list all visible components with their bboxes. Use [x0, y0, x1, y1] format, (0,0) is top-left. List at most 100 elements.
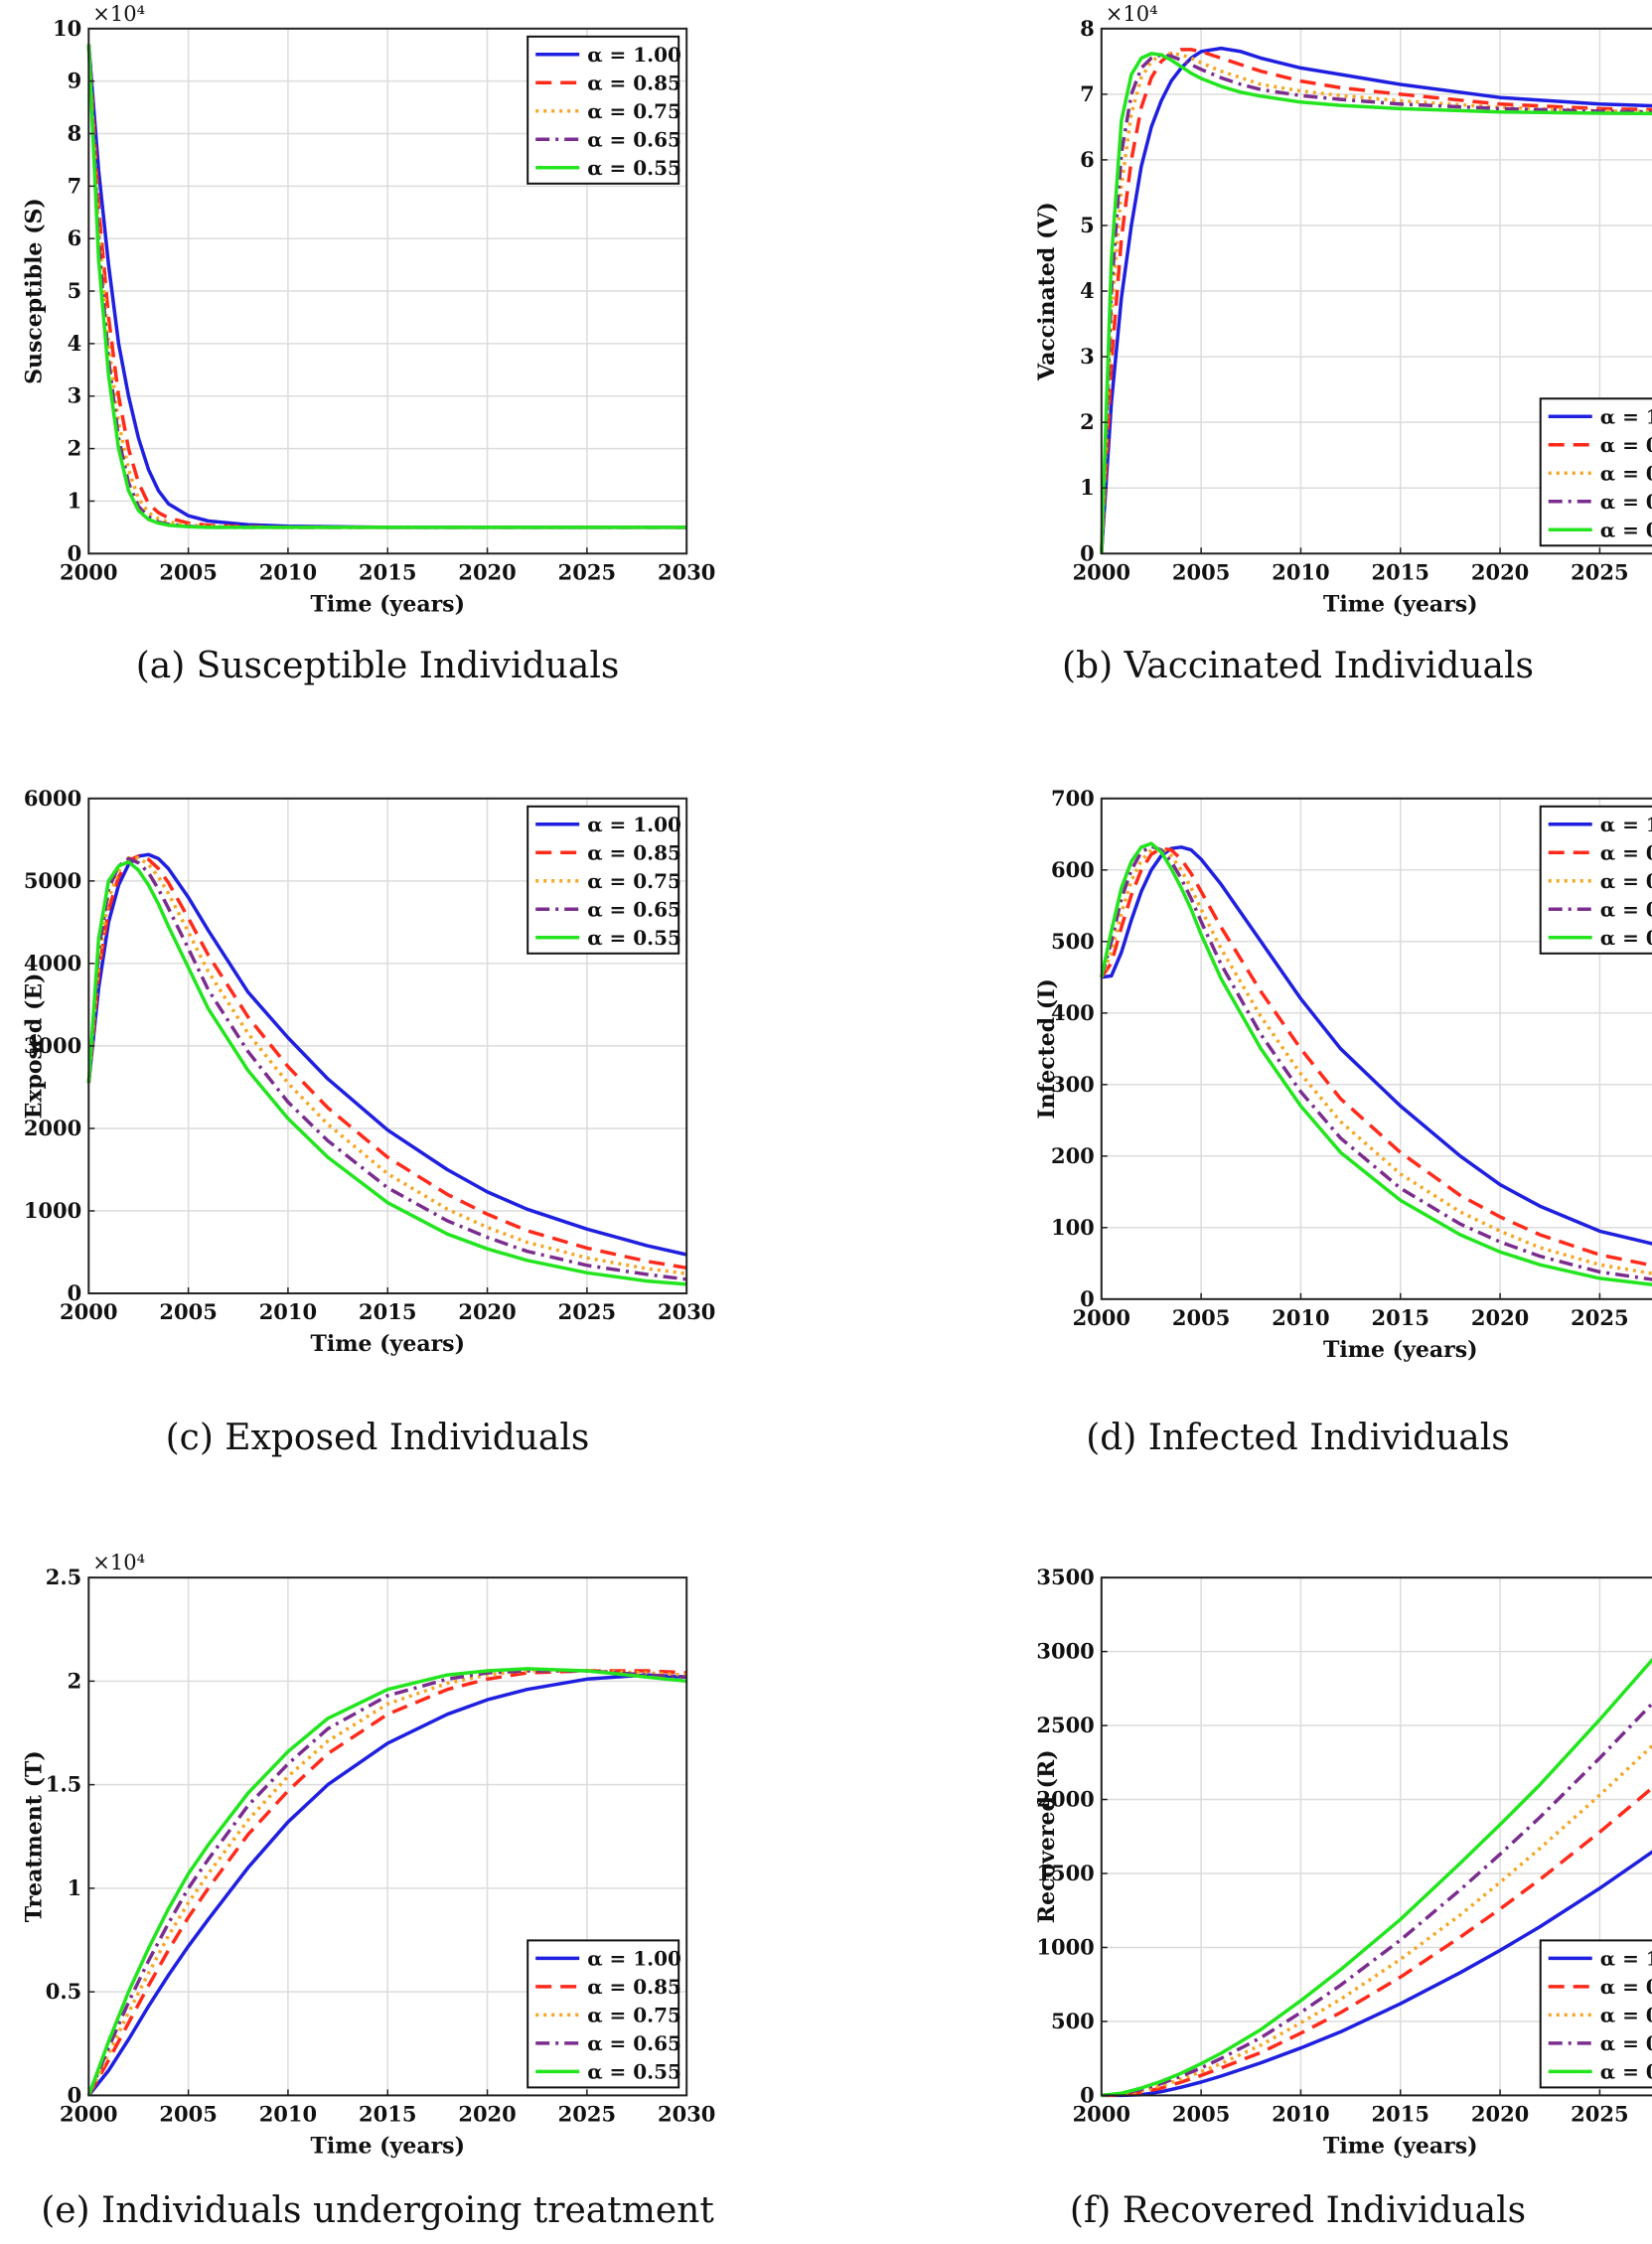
panel-d: 2000200520102015202020252030010020030040…	[944, 770, 1652, 1495]
y-tick-label: 4000	[24, 951, 81, 975]
x-tick-label: 2005	[159, 559, 217, 584]
legend: α = 1.00 α = 0.75 α = 0.55 α = 0.35 α = 0.15	[1539, 397, 1652, 547]
legend-entry: α = 0.55	[587, 156, 681, 180]
legend-entry: α = 0.75	[587, 2003, 681, 2026]
caption-b: (b) Vaccinated Individuals	[1062, 646, 1534, 686]
x-axis-label: Time (years)	[1323, 1337, 1478, 1363]
y-tick-label: 9	[68, 69, 82, 93]
x-tick-label: 2020	[458, 559, 516, 584]
x-tick-label: 2020	[1471, 1305, 1529, 1330]
y-axis-label: Treatment (T)	[21, 1750, 47, 1922]
series-line-2	[1100, 52, 1652, 554]
x-tick-label: 2005	[159, 1299, 217, 1324]
legend-entry: α = 0.85	[587, 71, 681, 94]
y-tick-label: 7	[68, 173, 82, 198]
legend-entry: α = 1.00	[1600, 1946, 1652, 1970]
legend: α = 1.00 α = 0.85 α = 0.75 α = 0.65 α = 0.55	[526, 1939, 681, 2089]
y-tick-label: 500	[1051, 2009, 1095, 2033]
legend-entry: α = 0.65	[587, 127, 681, 151]
series-line-0	[86, 1673, 687, 2097]
legend-entry: α = 1.00	[1600, 813, 1652, 836]
y-tick-label: 6000	[24, 786, 81, 811]
y-tick-label: 2	[68, 436, 82, 461]
panel-e: 2000 2005 2010 2015 2020 2025 2030 0 0.5 1 1.5 2 2.5…	[0, 1545, 755, 2244]
y-tick-label: 100	[1051, 1215, 1095, 1240]
panel-c: 2000 2005 2010 2015 2020 2025 2030 0 1000 2000 300…	[0, 770, 755, 1495]
x-tick-label: 2010	[1272, 2101, 1329, 2126]
chart-treatment: 2000 2005 2010 2015 2020 2025 2030 0 0.5 1 1.5 2 2.5…	[21, 1551, 715, 2159]
x-tick-label: 2010	[1272, 559, 1329, 584]
y-tick-label: 2.5	[46, 1565, 82, 1589]
legend-entry: α = 0.85	[1600, 1975, 1652, 1999]
x-tick-label: 2020	[458, 1299, 516, 1324]
y-tick-label: 5	[68, 278, 82, 303]
y-exponent-label: ×10⁴	[1106, 2, 1158, 26]
legend-entry: α = 0.55	[587, 926, 681, 950]
x-tick-label: 2015	[359, 2101, 416, 2126]
x-tick-label: 2000	[1073, 559, 1130, 584]
x-tick-label: 2020	[1471, 2101, 1529, 2126]
series-line-0	[1101, 845, 1652, 1246]
legend-entry: α = 0.75	[587, 99, 681, 123]
legend-entry: α = 0.55	[1600, 2059, 1652, 2083]
panel-b: 2000200520102015202020252030012345678×10…	[944, 0, 1652, 725]
chart-exposed: 2000 2005 2010 2015 2020 2025 2030 0 1000 2000 300…	[21, 786, 715, 1357]
legend: α = 1.00 α = 0.85 α = 0.75 α = 0.65 α = 0.55	[1539, 1939, 1652, 2089]
chart-recovered: 2000200520102015202020252030050010001500…	[1034, 1565, 1652, 2159]
series-line-2	[86, 855, 687, 1275]
y-tick-label: 4	[1080, 278, 1095, 303]
axes-frame	[87, 1576, 688, 2097]
x-tick-label: 2010	[259, 2101, 317, 2126]
x-tick-label: 2005	[1172, 2101, 1230, 2126]
legend: α = 1.00 α = 0.85 α = 0.75 α = 0.65 α = 0.55	[1539, 805, 1652, 955]
series-line-0	[86, 852, 687, 1257]
x-tick-label: 2010	[259, 1299, 317, 1324]
legend-entry: α = 0.75	[587, 869, 681, 893]
x-axis-label: Time (years)	[310, 591, 465, 617]
legend: α = 1.00 α = 0.85 α = 0.75 α = 0.65 α = 0.55	[526, 805, 681, 955]
legend-entry: α = 0.15	[1600, 518, 1652, 541]
series-line-0	[1101, 1850, 1652, 2098]
x-tick-label: 2030	[658, 1299, 715, 1324]
chart-infected: 2000200520102015202020252030010020030040…	[1034, 786, 1652, 1363]
y-axis-label: Vaccinated (V)	[1034, 202, 1060, 381]
y-tick-label: 6	[1080, 147, 1095, 172]
x-tick-label: 2010	[1272, 1305, 1329, 1330]
y-tick-label: 200	[1051, 1143, 1095, 1168]
series-line-1	[86, 854, 687, 1271]
chart-vaccinated: 2000200520102015202020252030012345678×10…	[1034, 2, 1652, 617]
y-tick-label: 3	[68, 383, 82, 408]
y-tick-label: 0	[1080, 1286, 1095, 1311]
legend-entry: α = 0.85	[587, 840, 681, 864]
series-line-4	[86, 44, 687, 529]
y-tick-label: 300	[1051, 1072, 1095, 1097]
y-tick-label: 0	[68, 2082, 82, 2107]
y-tick-label: 500	[1051, 929, 1095, 954]
series-line-2	[86, 1669, 687, 2097]
caption-f: (f) Recovered Individuals	[1069, 2190, 1527, 2231]
legend-entry: α = 0.85	[1600, 840, 1652, 864]
x-tick-label: 2025	[1571, 2101, 1628, 2126]
series-line-2	[1100, 846, 1652, 1275]
y-tick-label: 1	[1080, 475, 1095, 500]
legend-entry: α = 0.75	[1600, 869, 1652, 893]
y-tick-label: 7	[1080, 81, 1095, 106]
caption-c: (c) Exposed Individuals	[165, 1418, 590, 1458]
x-tick-label: 2015	[1372, 1305, 1429, 1330]
y-tick-label: 3000	[24, 1033, 81, 1058]
y-tick-label: 1000	[24, 1198, 81, 1223]
legend-entry: α = 0.55	[587, 2059, 681, 2083]
panel-a: 2000 2005 2010 2015 2020 2025 2030 0 1 2 3 4 5 6 7 8 9 10…	[0, 0, 755, 725]
series-line-1	[1100, 846, 1652, 1268]
legend-entry: α = 0.65	[1600, 897, 1652, 921]
y-tick-label: 2000	[1036, 1787, 1094, 1812]
x-axis-label: Time (years)	[1323, 2133, 1478, 2159]
y-tick-label: 0.5	[46, 1979, 82, 2004]
legend-entry: α = 1.00	[1600, 404, 1652, 428]
series-line-3	[1100, 53, 1652, 554]
y-exponent-label: ×10⁴	[92, 2, 145, 26]
x-tick-label: 2015	[359, 1299, 416, 1324]
y-tick-label: 6	[68, 225, 82, 250]
x-tick-label: 2000	[1073, 1305, 1130, 1330]
axes-frame	[1100, 1576, 1652, 2097]
